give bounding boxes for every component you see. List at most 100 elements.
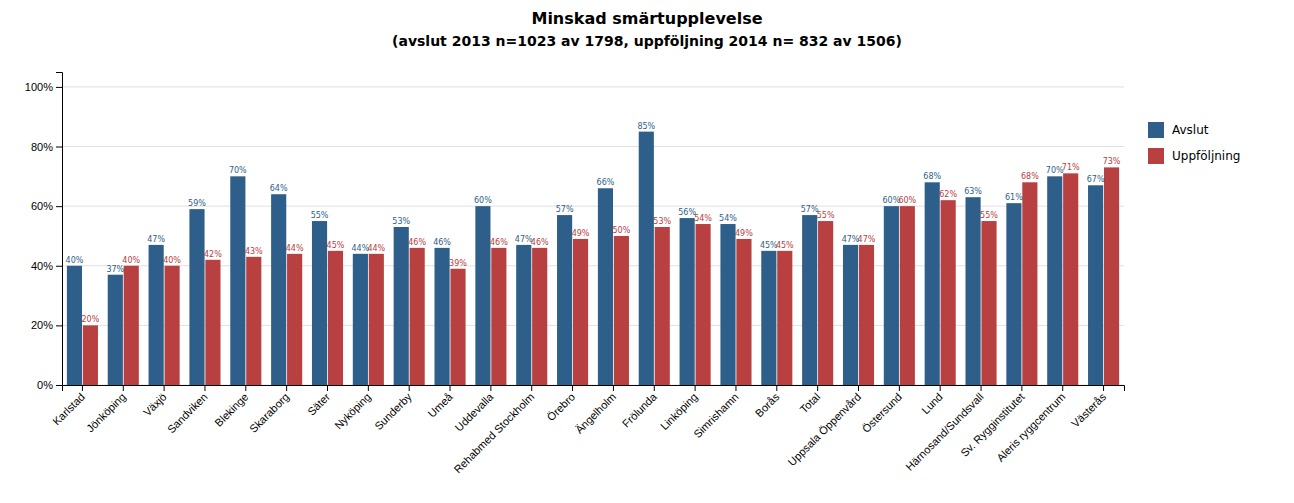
tick-mark [368, 385, 369, 391]
data-label: 60% [898, 196, 916, 205]
tick-mark [56, 206, 62, 207]
bar [394, 227, 409, 385]
tick-mark [531, 385, 532, 391]
tick-mark [1021, 385, 1022, 391]
tick-label: Aleris ryggcentrum [994, 391, 1067, 464]
tick-label: Linköping [658, 391, 700, 433]
data-label: 49% [735, 229, 753, 238]
tick-label: 80% [31, 141, 53, 153]
bar [491, 248, 506, 385]
data-label: 46% [531, 238, 549, 247]
data-label: 40% [163, 256, 181, 265]
data-label: 45% [776, 241, 794, 250]
data-label: 70% [229, 166, 247, 175]
bar [67, 266, 82, 385]
tick-label: Örebro [545, 391, 578, 424]
tick-mark [572, 385, 573, 391]
bar [149, 245, 164, 385]
axis-line [56, 73, 63, 386]
tick-mark [82, 385, 83, 391]
bar [614, 236, 629, 385]
tick: Västerås [1069, 385, 1109, 430]
tick-mark [56, 147, 62, 148]
tick-mark [56, 325, 62, 326]
tick-mark [409, 385, 410, 391]
legend-item: Uppföljning [1148, 148, 1240, 164]
tick: 40% [31, 260, 62, 272]
bar [884, 206, 899, 385]
tick-label: Sunderby [372, 390, 414, 432]
legend-label: Avslut [1172, 123, 1209, 137]
data-label: 71% [1062, 163, 1080, 172]
x-axis: KarlstadJönköpingVäxjöSandvikenBlekingeS… [50, 385, 1124, 476]
tick: Blekinge [212, 385, 250, 429]
bar [328, 251, 343, 385]
tick: 60% [31, 200, 62, 212]
tick: Simrishamn [691, 385, 741, 440]
bar [287, 254, 302, 385]
bar [941, 200, 956, 385]
data-label: 37% [106, 265, 124, 274]
tick: Skaraborg [247, 385, 291, 435]
tick-label: Total [797, 391, 822, 416]
bar [124, 266, 139, 385]
legend-swatch [1148, 148, 1164, 164]
tick: Borås [753, 385, 782, 419]
tick: Sandviken [165, 385, 210, 435]
bar [720, 224, 735, 385]
tick-mark [776, 385, 777, 391]
bar [205, 260, 220, 385]
tick-mark [56, 385, 62, 386]
data-label: 54% [719, 214, 737, 223]
tick: 100% [25, 81, 62, 93]
grid-line [62, 86, 1124, 87]
tick: Nyköping [332, 385, 373, 431]
tick-label: Ängelholm [573, 391, 618, 436]
axis-line [63, 386, 1125, 392]
data-label: 47% [858, 235, 876, 244]
tick: Örebro [545, 385, 578, 423]
bar [802, 215, 817, 385]
tick: Karlstad [50, 385, 87, 428]
tick-mark [490, 385, 491, 391]
data-label: 46% [490, 238, 508, 247]
tick-mark [735, 385, 736, 391]
tick-label: Uppsala Öppenvård [785, 391, 863, 469]
data-label: 46% [408, 238, 426, 247]
data-label: 66% [597, 178, 615, 187]
data-label: 55% [817, 211, 835, 220]
tick-label: Östersund [860, 391, 904, 435]
data-label: 44% [286, 244, 304, 253]
legend-label: Uppföljning [1172, 149, 1240, 163]
grid-line [62, 325, 1124, 326]
bar [410, 248, 425, 385]
data-label: 20% [82, 315, 100, 324]
tick: Linköping [658, 385, 700, 432]
tick-mark [695, 385, 696, 391]
tick-mark [123, 385, 124, 391]
bar [925, 182, 940, 385]
data-label: 39% [449, 259, 467, 268]
bar [165, 266, 180, 385]
data-label: 55% [311, 211, 329, 220]
tick-label: Frölunda [620, 390, 660, 430]
data-label: 57% [556, 205, 574, 214]
bars [67, 132, 1119, 385]
tick-label: Karlstad [50, 391, 87, 428]
tick-label: 40% [31, 260, 53, 272]
subtitle: (avslut 2013 n=1023 av 1798, uppföljning… [392, 33, 902, 49]
bar [1022, 182, 1037, 385]
data-label: 50% [613, 226, 631, 235]
bar [655, 227, 670, 385]
bar [353, 254, 368, 385]
bar [271, 194, 286, 385]
tick: Uppsala Öppenvård [785, 385, 863, 468]
bar [900, 206, 915, 385]
grid-line [62, 146, 1124, 147]
grid [62, 87, 1124, 385]
data-label: 47% [147, 235, 165, 244]
data-label: 85% [637, 122, 655, 131]
bar [736, 239, 751, 385]
tick-mark [245, 385, 246, 391]
data-label: 40% [66, 256, 84, 265]
